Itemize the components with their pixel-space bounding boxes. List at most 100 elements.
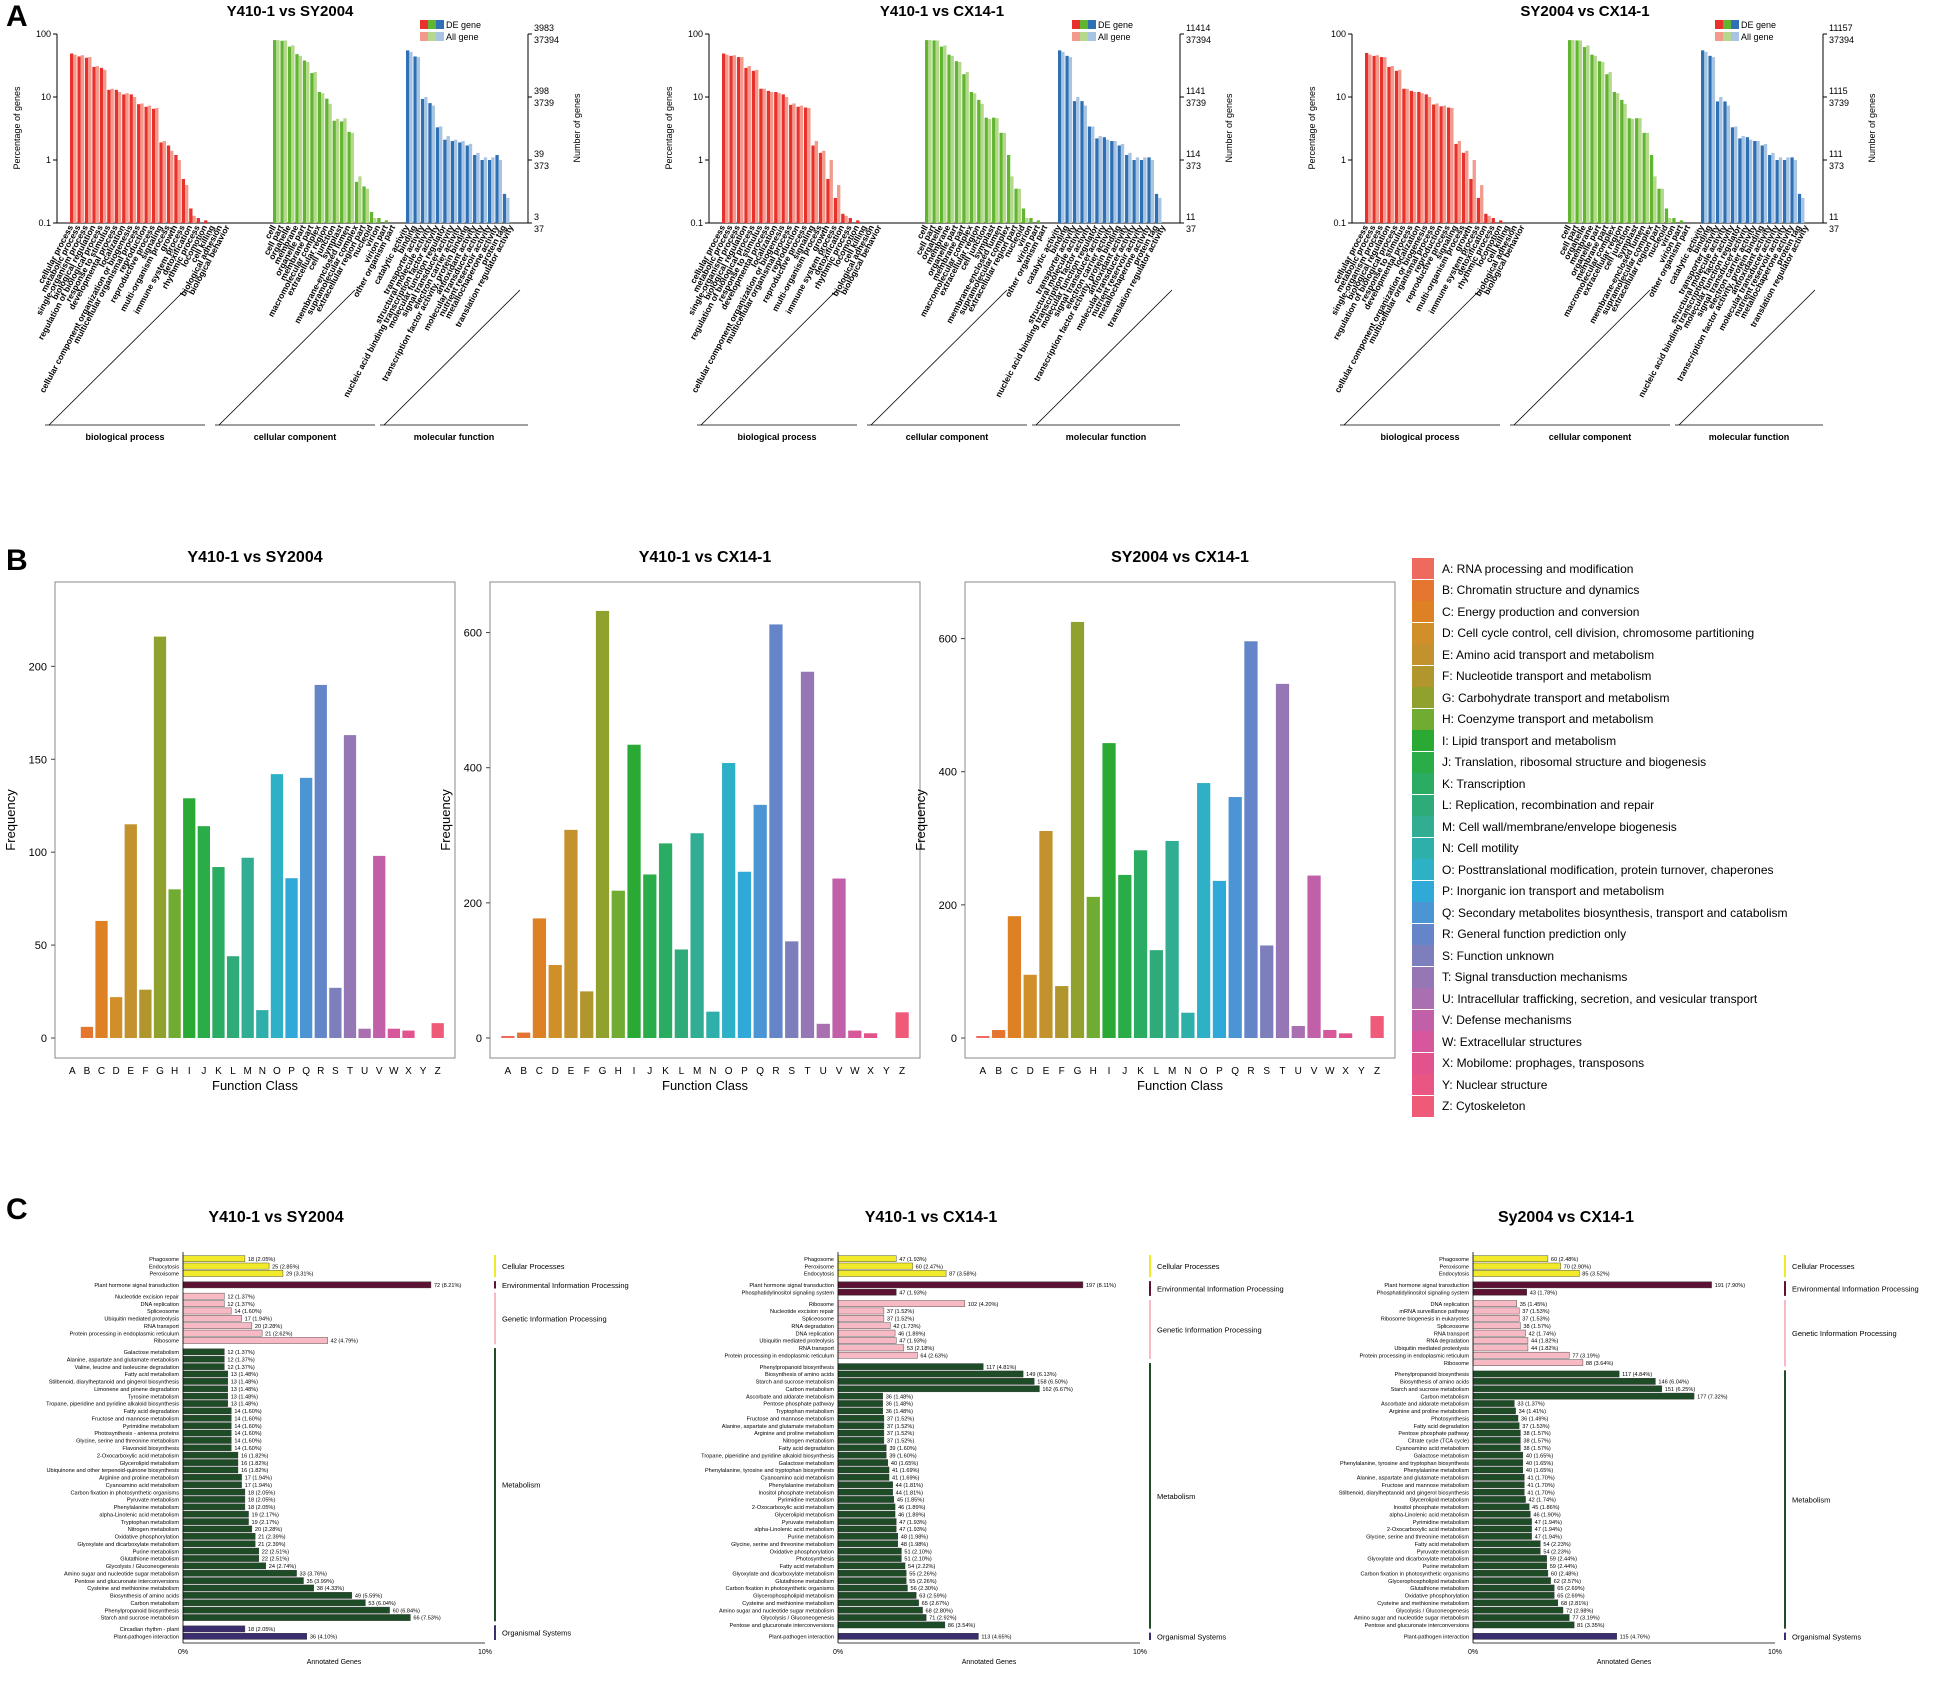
go-bar-de	[1672, 218, 1676, 223]
kegg-value-label: 13 (1.48%)	[231, 1380, 258, 1386]
kegg-pathway-label: Nitrogen metabolism	[783, 1439, 835, 1445]
go-bar-all	[1734, 126, 1738, 223]
kegg-bar	[182, 1562, 266, 1570]
cog-x-tick-label: H	[171, 1066, 178, 1077]
kegg-x-tick-label: 0%	[178, 1649, 188, 1656]
go-bar-all	[1741, 136, 1745, 223]
go-bar-de	[1029, 218, 1033, 223]
cog-chart-2: Y410-1 vs CX14-1 0 200 400 600 Frequency A B C D E…	[438, 549, 921, 1093]
kegg-bar	[182, 1614, 411, 1621]
kegg-pathway-label: Ascorbate and aldarate metabolism	[1381, 1402, 1469, 1408]
kegg-bar	[1472, 1577, 1551, 1584]
kegg-value-label: 18 (2.05%)	[248, 1498, 275, 1504]
kegg-value-label: 54 (2.23%)	[1543, 1549, 1570, 1555]
cog-bar-n	[1181, 1012, 1195, 1038]
kegg-pathway-label: 2-Oxocarboxylic acid metabolism	[1387, 1527, 1469, 1533]
cog-x-tick-label: W	[850, 1066, 860, 1077]
kegg-bar	[837, 1510, 896, 1518]
cog-legend-swatch	[1412, 1031, 1434, 1052]
kegg-pathway-label: Tryptophan metabolism	[776, 1409, 835, 1415]
kegg-pathway-label: Phenylalanine metabolism	[769, 1483, 835, 1489]
kegg-bar	[1472, 1481, 1525, 1488]
go-bar-all	[88, 57, 92, 223]
kegg-group-label: Genetic Information Processing	[1792, 1329, 1897, 1338]
kegg-pathway-label: Glyoxylate and dicarboxylate metabolism	[1367, 1557, 1469, 1563]
cog-x-tick-label: C	[98, 1066, 105, 1077]
go-bar-all	[185, 185, 189, 223]
kegg-pathway-label: Endocytosis	[804, 1272, 834, 1278]
go-right-tick-label: 3739	[1829, 98, 1849, 108]
cog-legend-swatch	[1412, 751, 1434, 773]
go-bar-all	[995, 118, 999, 223]
cog-bar-m	[690, 833, 704, 1038]
kegg-pathway-label: Tropane, piperidine and pyridine alkaloi…	[701, 1453, 834, 1459]
kegg-pathway-label: Fatty acid degradation	[124, 1409, 179, 1415]
kegg-pathway-label: Ubiquitin mediated proteolysis	[104, 1317, 179, 1323]
cog-x-tick-label: P	[741, 1066, 748, 1077]
go-bar-all	[291, 45, 295, 224]
kegg-pathway-label: Glutathione metabolism	[775, 1579, 834, 1585]
kegg-value-label: 14 (1.60%)	[234, 1309, 261, 1315]
cog-x-tick-label: F	[584, 1066, 590, 1077]
go-bar-de	[1058, 50, 1062, 224]
kegg-group-label: Environmental Information Processing	[1157, 1285, 1284, 1294]
go-left-tick-label: 0.1	[1333, 218, 1346, 228]
kegg-bar	[1472, 1414, 1519, 1422]
go-left-tick-label: 100	[1331, 29, 1346, 39]
cog-bar-t	[1275, 683, 1290, 1038]
go-bar-all	[454, 139, 458, 223]
go-bar-de	[977, 99, 981, 223]
kegg-value-label: 177 (7.32%)	[1697, 1394, 1728, 1400]
cog-bar-s	[1260, 945, 1274, 1038]
kegg-pathway-label: Phagosome	[149, 1257, 179, 1263]
kegg-value-label: 24 (2.74%)	[269, 1564, 296, 1570]
go-bar-de	[1110, 141, 1114, 223]
go-bar-de	[1125, 155, 1129, 223]
go-chart-group: Y410-1 vs SY20041001010.1398337394398373…	[12, 3, 1877, 442]
go-bar-de	[947, 54, 951, 223]
kegg-pathway-label: Galactose metabolism	[124, 1350, 180, 1356]
kegg-pathway-label: Cysteine and methionine metabolism	[1377, 1601, 1469, 1607]
kegg-bar	[1472, 1562, 1547, 1570]
cog-bar-p	[737, 871, 752, 1038]
kegg-bar	[1472, 1400, 1515, 1407]
go-bar-de	[1775, 160, 1779, 223]
go-legend-swatch	[436, 32, 444, 41]
kegg-bar	[182, 1307, 232, 1315]
go-bar-de	[1021, 208, 1026, 223]
go-bar-all	[1793, 160, 1797, 223]
go-bar-all	[192, 215, 196, 223]
go-bar-de	[273, 40, 277, 223]
kegg-pathway-label: Glycine, serine and threonine metabolism	[76, 1439, 179, 1445]
go-legend: DE gene All gene	[420, 20, 481, 42]
kegg-value-label: 13 (1.48%)	[231, 1372, 258, 1378]
kegg-pathway-label: Tyrosine metabolism	[128, 1394, 180, 1400]
kegg-bar	[837, 1474, 890, 1481]
cog-x-tick-label: V	[1311, 1066, 1318, 1077]
go-right-tick-label: 11414	[1186, 23, 1210, 33]
go-legend-swatch	[428, 20, 436, 29]
go-bar-all	[1405, 88, 1409, 223]
go-bar-all	[358, 176, 362, 223]
cog-y-axis-label: Frequency	[438, 789, 453, 851]
kegg-bar	[837, 1322, 891, 1330]
cog-bar-n	[256, 1010, 269, 1038]
kegg-pathway-label: Plant-pathogen interaction	[769, 1635, 834, 1641]
go-legend-swatch	[1715, 20, 1723, 29]
go-right-tick-label: 1141	[1186, 86, 1205, 96]
go-legend-label: DE gene	[446, 20, 481, 30]
go-bar-all	[1091, 126, 1095, 223]
kegg-bar	[1472, 1329, 1526, 1337]
go-left-axis-label: Percentage of genes	[664, 86, 674, 170]
kegg-bar	[1472, 1525, 1532, 1533]
cog-y-tick-label: 400	[464, 763, 482, 775]
kegg-pathway-label: Stilbenoid, diarylheptanoid and gingerol…	[49, 1380, 180, 1386]
go-bar-all	[1616, 93, 1620, 224]
cog-y-tick-label: 0	[41, 1033, 47, 1045]
kegg-bar	[182, 1281, 432, 1289]
go-bar-de	[1072, 101, 1077, 223]
go-bar-de	[1499, 220, 1503, 223]
kegg-pathway-label: Arginine and proline metabolism	[1389, 1409, 1469, 1415]
kegg-value-label: 51 (2.10%)	[904, 1549, 931, 1555]
cog-legend-label: H: Coenzyme transport and metabolism	[1442, 712, 1654, 726]
